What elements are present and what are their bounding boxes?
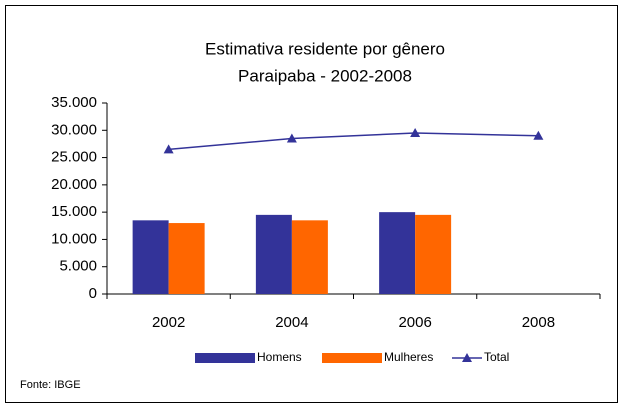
line-marker [533,130,544,140]
y-tick-label: 10.000 [51,230,97,247]
bar [168,223,205,294]
legend-swatch [322,353,382,363]
legend-label: Total [484,350,509,364]
line-marker [410,128,421,138]
y-tick-label: 20.000 [51,176,97,193]
bar [255,214,292,294]
y-tick-label: 25.000 [51,149,97,166]
y-tick-label: 15.000 [51,203,97,220]
bar [415,214,452,294]
y-tick-label: 35.000 [51,94,97,111]
y-tick-label: 5.000 [59,258,97,275]
y-tick-label: 30.000 [51,121,97,138]
chart-subtitle: Paraipaba - 2002-2008 [238,66,412,85]
source-note: Fonte: IBGE [20,379,81,391]
bar [379,212,416,294]
x-tick-label: 2006 [398,314,431,331]
y-tick-label: 0 [89,285,97,302]
line-marker [163,144,174,154]
chart-title: Estimativa residente por gênero [205,39,445,58]
legend-marker [462,353,472,362]
bar [132,220,169,294]
legend-swatch [195,353,255,363]
x-tick-label: 2008 [522,314,555,331]
x-tick-label: 2004 [275,314,308,331]
legend-label: Mulheres [384,350,433,364]
legend-label: Homens [257,350,302,364]
line-marker [286,133,297,143]
chart-border [5,5,618,403]
x-tick-label: 2002 [152,314,185,331]
line [168,132,539,151]
bar [291,220,328,294]
